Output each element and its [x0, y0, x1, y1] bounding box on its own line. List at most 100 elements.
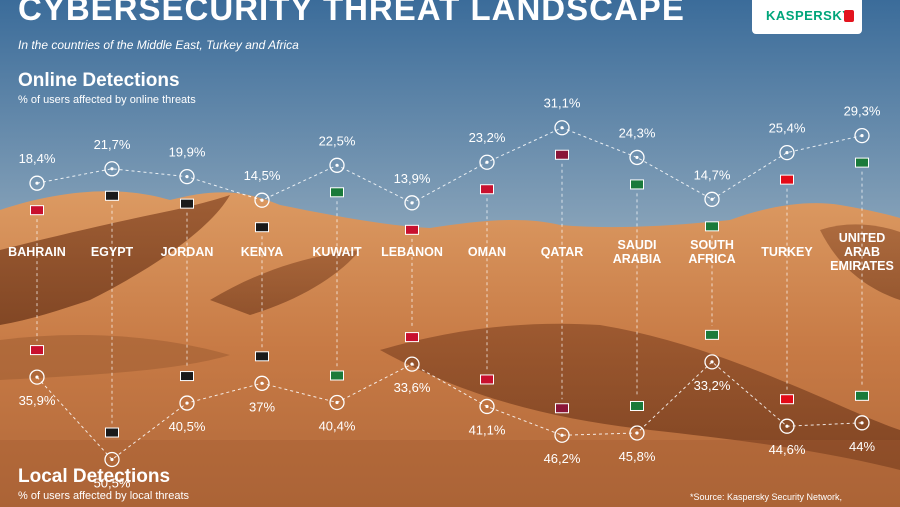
- online-data-label: 23,2%: [469, 130, 506, 145]
- local-point: [854, 415, 870, 431]
- local-flag: [330, 370, 344, 381]
- local-flag: [105, 427, 119, 438]
- online-data-label: 18,4%: [19, 151, 56, 166]
- online-data-label: 14,5%: [244, 168, 281, 183]
- category-label: LEBANON: [381, 245, 443, 259]
- online-flag: [705, 221, 719, 232]
- category-label: SOUTH AFRICA: [688, 238, 735, 266]
- online-point-dot: [335, 163, 339, 167]
- online-data-label: 13,9%: [394, 171, 431, 186]
- local-data-label: 46,2%: [544, 451, 581, 466]
- online-point: [254, 192, 270, 208]
- category-label: BAHRAIN: [8, 245, 66, 259]
- category-label: QATAR: [541, 245, 584, 259]
- local-point: [704, 354, 720, 370]
- online-point-dot: [485, 160, 489, 164]
- local-section-title: Local Detections: [18, 466, 171, 487]
- online-point: [404, 195, 420, 211]
- online-point: [104, 161, 120, 177]
- local-flag: [780, 394, 794, 405]
- local-point-dot: [335, 400, 339, 405]
- local-flag: [855, 390, 869, 401]
- local-point-dot: [860, 421, 864, 425]
- kaspersky-logo: KASPERSKY: [752, 0, 862, 34]
- online-point-dot: [785, 151, 789, 155]
- local-flag: [30, 345, 44, 356]
- online-data-label: 14,7%: [694, 167, 731, 182]
- category-label: KENYA: [241, 245, 284, 259]
- online-point-dot: [560, 126, 564, 130]
- category-label: KUWAIT: [312, 245, 362, 259]
- page-subtitle: In the countries of the Middle East, Tur…: [18, 38, 299, 52]
- local-flag: [480, 374, 494, 385]
- local-point-dot: [635, 431, 639, 435]
- local-point-dot: [110, 457, 114, 462]
- local-series-line: [36, 361, 863, 461]
- online-flag: [405, 224, 419, 235]
- local-point: [479, 398, 495, 415]
- local-data-label: 44%: [849, 439, 875, 454]
- online-flag: [330, 187, 344, 198]
- local-data-label: 50,5%: [94, 476, 131, 491]
- local-data-label: 33,6%: [394, 380, 431, 395]
- online-series-line: [36, 127, 863, 204]
- online-point: [29, 175, 45, 191]
- local-point-dot: [785, 424, 789, 428]
- local-point-dot: [410, 362, 414, 366]
- online-data-label: 19,9%: [169, 145, 206, 160]
- source-note: *Source: Kaspersky Security Network,: [690, 492, 843, 502]
- online-flag: [630, 179, 644, 190]
- online-flag: [255, 222, 269, 233]
- online-point-dot: [35, 181, 39, 185]
- local-point-dot: [710, 360, 714, 364]
- online-flag: [855, 157, 869, 168]
- online-data-label: 22,5%: [319, 133, 356, 148]
- online-section-subtitle: % of users affected by online threats: [18, 94, 196, 106]
- local-data-label: 33,2%: [694, 378, 731, 393]
- online-point: [629, 149, 645, 166]
- category-label: TURKEY: [761, 245, 813, 259]
- online-point: [704, 191, 720, 207]
- online-point-dot: [185, 175, 189, 179]
- online-point-dot: [110, 167, 114, 171]
- local-point: [404, 356, 420, 372]
- local-point: [779, 418, 795, 434]
- online-point: [329, 157, 345, 173]
- page-title: CYBERSECURITY THREAT LANDSCAPE: [18, 0, 685, 27]
- local-point-dot: [560, 433, 564, 437]
- online-flag: [180, 198, 194, 209]
- local-flag: [630, 400, 644, 411]
- local-data-label: 37%: [249, 399, 275, 414]
- local-point: [329, 394, 345, 411]
- online-flag: [30, 205, 44, 216]
- local-point-dot: [35, 375, 39, 379]
- local-data-label: 40,4%: [319, 418, 356, 433]
- local-flag: [555, 403, 569, 414]
- local-section-subtitle: % of users affected by local threats: [18, 490, 189, 502]
- local-data-label: 44,6%: [769, 442, 806, 457]
- local-data-label: 40,5%: [169, 419, 206, 434]
- local-point: [254, 375, 270, 391]
- category-label: EGYPT: [91, 245, 134, 259]
- online-point-dot: [710, 197, 714, 201]
- online-flag: [480, 184, 494, 195]
- online-point: [179, 168, 195, 185]
- local-point-dot: [185, 401, 189, 405]
- local-point-dot: [485, 404, 489, 409]
- online-flag: [555, 149, 569, 160]
- online-point-dot: [635, 155, 639, 160]
- online-data-label: 21,7%: [94, 137, 131, 152]
- local-data-label: 35,9%: [19, 393, 56, 408]
- local-data-label: 45,8%: [619, 449, 656, 464]
- local-flag: [255, 351, 269, 362]
- online-data-label: 29,3%: [844, 104, 881, 119]
- online-point: [854, 127, 870, 144]
- local-data-label: 41,1%: [469, 422, 506, 437]
- local-flag: [180, 371, 194, 382]
- category-label: SAUDI ARABIA: [613, 238, 662, 266]
- category-label: OMAN: [468, 245, 506, 259]
- online-point-dot: [410, 201, 414, 205]
- category-label: JORDAN: [161, 245, 214, 259]
